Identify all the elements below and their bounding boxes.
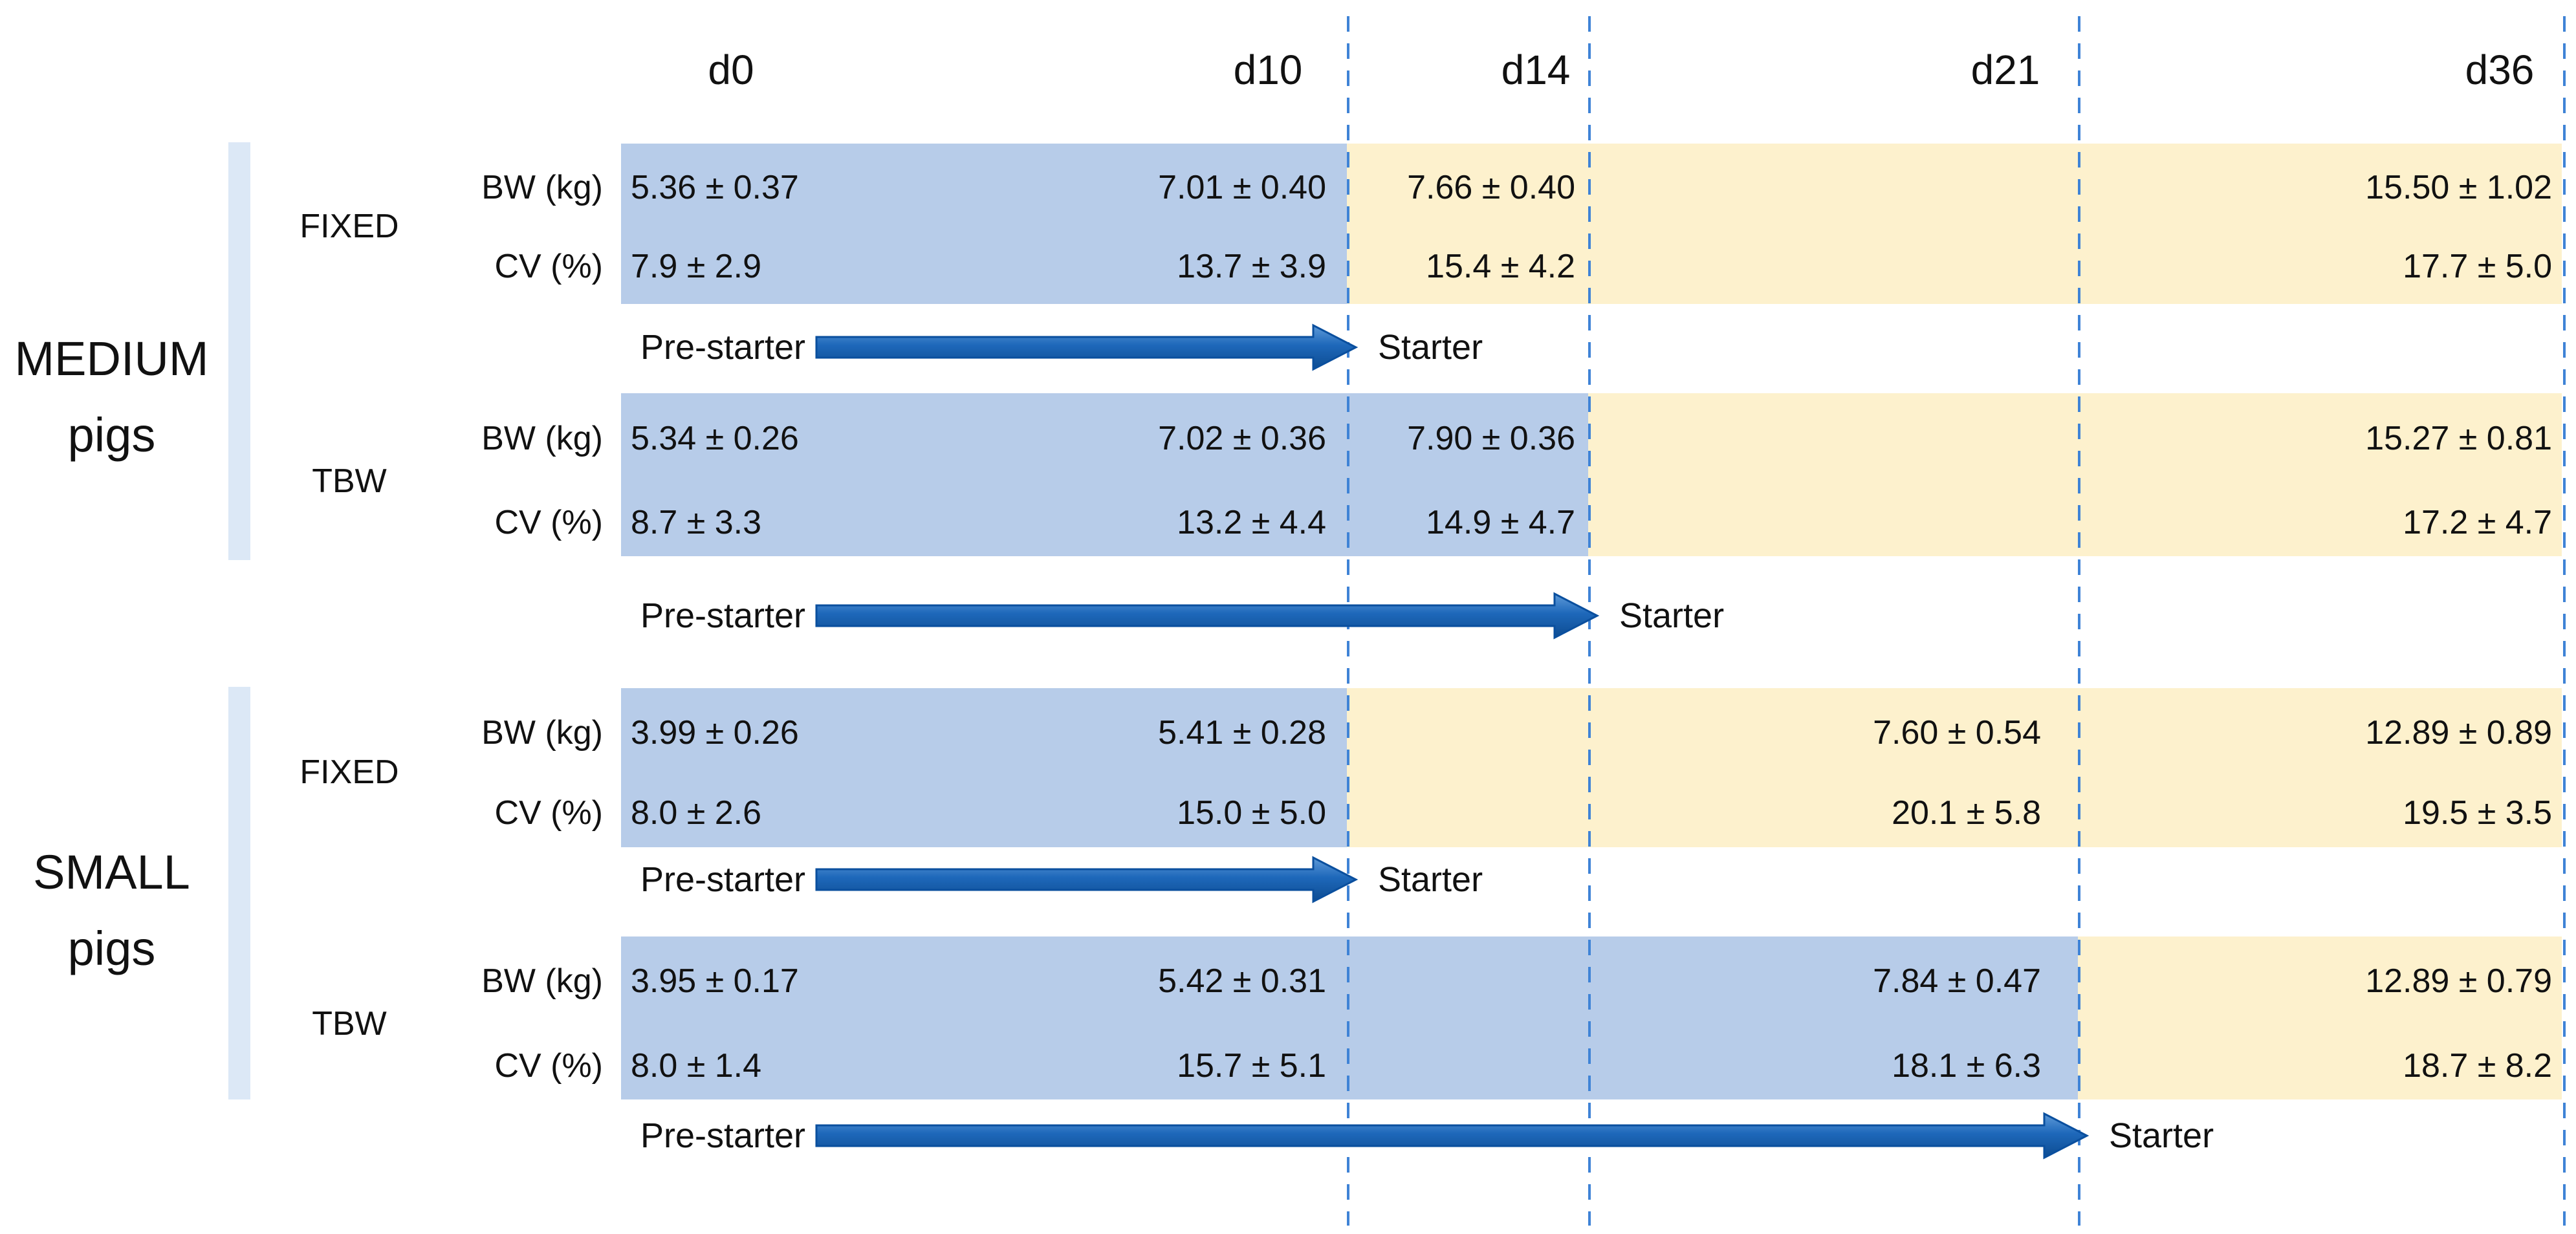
diet-transition-arrow-shape	[815, 1112, 2090, 1160]
group-label-line1: SMALL	[33, 845, 190, 899]
subgroup-label-tbw: TBW	[312, 462, 387, 500]
group-label-line2: pigs	[67, 922, 156, 975]
cv-value-cell: 13.7 ± 3.9	[1177, 248, 1326, 285]
cv-value-cell: 14.9 ± 4.7	[1426, 504, 1575, 541]
cv-value-cell: 7.9 ± 2.9	[631, 248, 762, 285]
group-bracket	[228, 687, 250, 1099]
bw-value-cell: 7.90 ± 0.36	[1407, 420, 1575, 457]
cv-value-cell: 18.7 ± 8.2	[2403, 1047, 2552, 1085]
pre-starter-label: Pre-starter	[640, 596, 805, 635]
diet-transition-arrow	[815, 1112, 2090, 1160]
starter-band-segment	[1347, 688, 2562, 847]
cv-value-cell: 8.7 ± 3.3	[631, 504, 762, 541]
bw-value-cell: 5.41 ± 0.28	[1158, 714, 1326, 752]
cv-value-cell: 17.2 ± 4.7	[2403, 504, 2552, 541]
cv-value-cell: 18.1 ± 6.3	[1892, 1047, 2041, 1085]
bw-value-cell: 3.95 ± 0.17	[631, 962, 799, 1000]
bw-value-cell: 7.84 ± 0.47	[1873, 962, 2041, 1000]
row-label-bw: BW (kg)	[481, 169, 603, 206]
bw-value-cell: 12.89 ± 0.89	[2365, 714, 2552, 752]
bw-value-cell: 7.02 ± 0.36	[1158, 420, 1326, 457]
cv-value-cell: 15.7 ± 5.1	[1177, 1047, 1326, 1085]
pre-starter-band-segment	[621, 936, 2078, 1099]
day-label-d36: d36	[2465, 47, 2535, 93]
starter-band-segment	[1347, 144, 2562, 304]
pre-starter-label: Pre-starter	[640, 860, 805, 899]
group-label-line2: pigs	[67, 408, 156, 462]
bw-value-cell: 15.27 ± 0.81	[2365, 420, 2552, 457]
cv-value-cell: 17.7 ± 5.0	[2403, 248, 2552, 285]
bw-value-cell: 5.34 ± 0.26	[631, 420, 799, 457]
starter-label: Starter	[2109, 1116, 2214, 1155]
cv-value-cell: 20.1 ± 5.8	[1892, 794, 2041, 832]
bw-value-cell: 7.01 ± 0.40	[1158, 169, 1326, 206]
pre-starter-band-segment	[621, 144, 1347, 304]
group-label-line1: MEDIUM	[14, 332, 209, 385]
diet-transition-arrow	[815, 856, 1359, 904]
starter-label: Starter	[1378, 328, 1483, 367]
row-label-cv: CV (%)	[494, 794, 603, 832]
day-boundary-line-d14	[1588, 16, 1591, 1226]
group-label: SMALL pigs	[0, 834, 223, 987]
cv-value-cell: 8.0 ± 1.4	[631, 1047, 762, 1085]
diet-transition-arrow-shape	[815, 323, 1359, 371]
cv-value-cell: 8.0 ± 2.6	[631, 794, 762, 832]
bw-value-cell: 15.50 ± 1.02	[2365, 169, 2552, 206]
day-boundary-line-d36	[2563, 16, 2566, 1226]
day-label-d0: d0	[708, 47, 754, 93]
diet-transition-arrow-shape	[815, 856, 1359, 904]
row-label-cv: CV (%)	[494, 504, 603, 541]
cv-value-cell: 15.4 ± 4.2	[1426, 248, 1575, 285]
bw-value-cell: 12.89 ± 0.79	[2365, 962, 2552, 1000]
day-label-d10: d10	[1233, 47, 1303, 93]
subgroup-label-tbw: TBW	[312, 1005, 387, 1043]
pre-starter-label: Pre-starter	[640, 1116, 805, 1155]
pre-starter-band-segment	[621, 393, 1588, 556]
bw-value-cell: 3.99 ± 0.26	[631, 714, 799, 752]
group-bracket	[228, 142, 250, 560]
cv-value-cell: 19.5 ± 3.5	[2403, 794, 2552, 832]
cv-value-cell: 15.0 ± 5.0	[1177, 794, 1326, 832]
pre-starter-band-segment	[621, 688, 1347, 847]
subgroup-label-fixed: FIXED	[300, 208, 399, 245]
row-label-bw: BW (kg)	[481, 714, 603, 752]
bw-value-cell: 5.36 ± 0.37	[631, 169, 799, 206]
starter-label: Starter	[1378, 860, 1483, 899]
day-label-d14: d14	[1501, 47, 1571, 93]
diet-transition-arrow	[815, 592, 1600, 640]
starter-band-segment	[2078, 936, 2562, 1099]
day-label-d21: d21	[1970, 47, 2040, 93]
row-label-bw: BW (kg)	[481, 962, 603, 1000]
bw-value-cell: 5.42 ± 0.31	[1158, 962, 1326, 1000]
pre-starter-label: Pre-starter	[640, 328, 805, 367]
cv-value-cell: 13.2 ± 4.4	[1177, 504, 1326, 541]
diet-transition-arrow	[815, 323, 1359, 371]
bw-value-cell: 7.66 ± 0.40	[1407, 169, 1575, 206]
starter-band-segment	[1588, 393, 2562, 556]
diet-transition-arrow-shape	[815, 592, 1600, 640]
row-label-cv: CV (%)	[494, 248, 603, 285]
bw-value-cell: 7.60 ± 0.54	[1873, 714, 2041, 752]
group-label: MEDIUM pigs	[0, 321, 223, 473]
day-boundary-line-d21	[2078, 16, 2080, 1226]
row-label-cv: CV (%)	[494, 1047, 603, 1085]
subgroup-label-fixed: FIXED	[300, 753, 399, 791]
starter-label: Starter	[1619, 596, 1725, 635]
row-label-bw: BW (kg)	[481, 420, 603, 457]
